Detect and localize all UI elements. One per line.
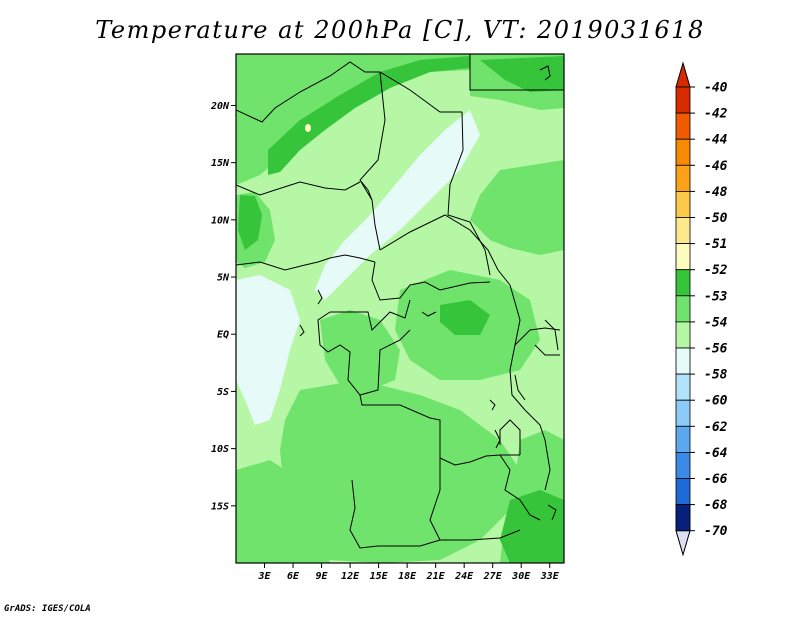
grads-credit: GrADS: IGES/COLA bbox=[4, 604, 91, 614]
colorbar-label: -68 bbox=[704, 498, 728, 513]
colorbar-label: -56 bbox=[704, 342, 728, 357]
field-region-light-west bbox=[236, 275, 300, 425]
colorbar-swatch bbox=[675, 478, 691, 506]
colorbar-swatch bbox=[675, 138, 691, 166]
lat-tick-label: 15S bbox=[211, 501, 229, 512]
field-region-north-band bbox=[236, 54, 470, 185]
field-region-dark-west bbox=[238, 195, 262, 250]
colorbar-label: -70 bbox=[704, 524, 728, 539]
latitude-axis: 20N 15N 10N 5N EQ 5S 10S 15S bbox=[210, 101, 236, 512]
boundaries bbox=[236, 54, 564, 549]
field-region-dark-southeast bbox=[500, 490, 564, 563]
field-region-dark-north bbox=[268, 56, 470, 175]
lon-tick-label: 24E bbox=[454, 571, 474, 582]
colorbar-label: -40 bbox=[704, 81, 728, 96]
lat-tick-label: 10N bbox=[211, 215, 230, 226]
lon-tick-label: 3E bbox=[257, 571, 271, 582]
colorbar-label: -44 bbox=[704, 133, 728, 148]
colorbar-swatch bbox=[675, 504, 691, 532]
colorbar-label: -53 bbox=[704, 289, 728, 304]
lon-tick-label: 15E bbox=[370, 571, 389, 582]
lat-tick-label: 5S bbox=[217, 387, 229, 398]
colorbar-label: -62 bbox=[704, 420, 728, 435]
colorbar-swatch bbox=[675, 243, 691, 271]
lon-tick-label: 27E bbox=[483, 571, 503, 582]
colorbar-label: -60 bbox=[704, 394, 728, 409]
colorbar-swatch bbox=[675, 399, 691, 427]
field-region-light-diagonal bbox=[315, 110, 480, 300]
colorbar-swatch bbox=[675, 86, 691, 114]
colorbar-label: -64 bbox=[704, 446, 728, 461]
colorbar-label: -51 bbox=[704, 237, 727, 252]
lat-tick-label: 15N bbox=[211, 158, 230, 169]
field-region-south bbox=[280, 380, 520, 563]
colorbar-swatch bbox=[675, 190, 691, 218]
colorbar-swatch bbox=[675, 269, 691, 297]
lon-tick-label: 21E bbox=[426, 571, 446, 582]
lon-tick-label: 6E bbox=[287, 571, 300, 582]
lat-tick-label: 20N bbox=[210, 101, 230, 112]
colorbar-swatch bbox=[675, 164, 691, 192]
map-frame bbox=[235, 53, 565, 564]
colorbar-label: -46 bbox=[704, 159, 728, 174]
lon-tick-label: 33E bbox=[540, 571, 560, 582]
lon-tick-label: 12E bbox=[341, 571, 360, 582]
map-title: Temperature at 200hPa [C], VT: 201903161… bbox=[95, 16, 705, 44]
lon-tick-label: 30E bbox=[511, 571, 531, 582]
field-region-dark-northeast bbox=[480, 56, 564, 92]
colorbar-swatch bbox=[675, 217, 691, 245]
lat-tick-label: 10S bbox=[211, 444, 229, 455]
colorbar-label: -50 bbox=[704, 211, 728, 226]
colorbar-label: -52 bbox=[704, 263, 728, 278]
field-region-southwest bbox=[236, 460, 330, 563]
colorbar-swatch bbox=[675, 425, 691, 453]
colorbar-swatch bbox=[675, 295, 691, 323]
field-region-dark-central bbox=[440, 300, 490, 335]
map-plot-area bbox=[236, 54, 564, 563]
lat-tick-label: EQ bbox=[217, 330, 229, 341]
colorbar-label: -54 bbox=[704, 315, 728, 330]
colorbar-top-arrow bbox=[675, 61, 691, 88]
colorbar-swatch bbox=[675, 321, 691, 349]
colorbar-label: -58 bbox=[704, 368, 728, 383]
colorbar-bottom-arrow bbox=[675, 530, 691, 557]
colorbar: -40 -42 -44 -46 -48 -50 -51 -52 -53 -54 -56 -58 -60 -… bbox=[675, 61, 728, 557]
colorbar-swatch bbox=[675, 112, 691, 140]
field-region-central-west bbox=[320, 310, 400, 390]
lon-tick-label: 9E bbox=[316, 571, 329, 582]
colorbar-label: -48 bbox=[704, 185, 728, 200]
lat-tick-label: 5N bbox=[217, 273, 230, 284]
colorbar-label: -66 bbox=[704, 472, 728, 487]
colorbar-swatch bbox=[675, 347, 691, 375]
longitude-axis: 3E 6E 9E 12E 15E 18E 21E 24E 27E 30E 33E bbox=[257, 563, 560, 582]
field-region-east bbox=[470, 160, 564, 255]
colorbar-swatch bbox=[675, 373, 691, 401]
colorbar-swatch bbox=[675, 451, 691, 479]
lon-tick-label: 18E bbox=[398, 571, 417, 582]
colorbar-label: -42 bbox=[704, 107, 728, 122]
field-warm-spot bbox=[305, 124, 311, 132]
